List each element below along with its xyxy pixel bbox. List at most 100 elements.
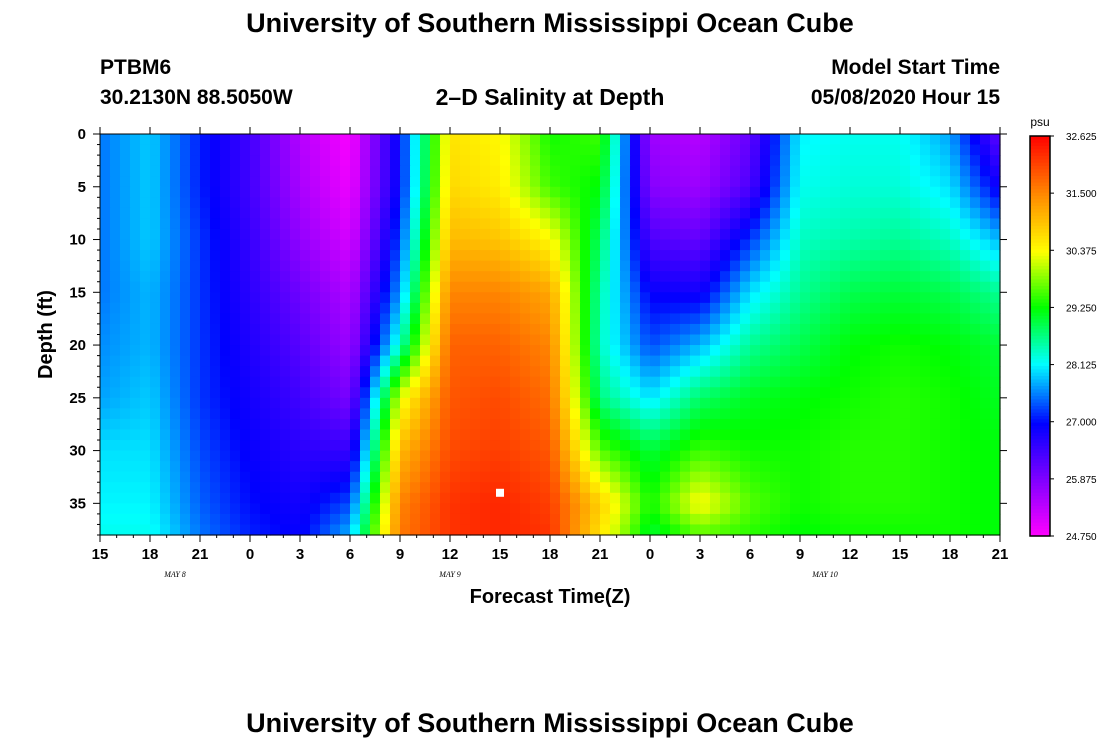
heatmap-cell	[390, 482, 401, 494]
heatmap-cell	[140, 218, 151, 230]
colorbar-segment	[1030, 229, 1050, 234]
heatmap-cell	[110, 461, 121, 473]
heatmap-cell	[540, 313, 551, 325]
heatmap-cell	[820, 323, 831, 336]
heatmap-cell	[330, 218, 341, 230]
heatmap-cell	[560, 461, 571, 473]
heatmap-cell	[810, 292, 821, 304]
heatmap-cell	[360, 524, 371, 536]
heatmap-cell	[660, 376, 671, 388]
heatmap-cell	[490, 492, 501, 504]
heatmap-cell	[760, 492, 771, 504]
heatmap-cell	[460, 207, 471, 220]
heatmap-cell	[340, 207, 351, 220]
heatmap-cell	[270, 260, 281, 272]
heatmap-cell	[360, 165, 371, 177]
heatmap-cell	[870, 323, 881, 336]
heatmap-cell	[570, 355, 581, 367]
heatmap-cell	[480, 429, 491, 441]
heatmap-cell	[100, 471, 111, 483]
heatmap-cell	[120, 134, 131, 146]
colorbar-segment	[1030, 422, 1050, 427]
heatmap-cell	[680, 397, 691, 409]
heatmap-cell	[480, 513, 491, 526]
heatmap-cell	[310, 450, 321, 462]
heatmap-cell	[800, 155, 811, 167]
heatmap-cell	[310, 418, 321, 431]
heatmap-cell	[880, 144, 891, 156]
heatmap-cell	[810, 355, 821, 367]
heatmap-cell	[820, 218, 831, 230]
heatmap-cell	[830, 260, 841, 272]
heatmap-cell	[830, 524, 841, 536]
heatmap-cell	[630, 218, 641, 230]
heatmap-cell	[450, 471, 461, 483]
heatmap-cell	[310, 376, 321, 388]
heatmap-cell	[650, 492, 661, 504]
heatmap-cell	[640, 450, 651, 462]
heatmap-cell	[990, 334, 1001, 346]
heatmap-cell	[650, 176, 661, 188]
heatmap-cell	[530, 334, 541, 346]
heatmap-cell	[740, 345, 751, 357]
heatmap-cell	[260, 186, 271, 198]
heatmap-cell	[500, 250, 511, 262]
heatmap-cell	[730, 176, 741, 188]
heatmap-cell	[700, 218, 711, 230]
heatmap-cell	[320, 440, 331, 452]
heatmap-cell	[820, 197, 831, 209]
heatmap-cell	[980, 218, 991, 230]
heatmap-cell	[130, 176, 141, 188]
x-tick-label: 18	[942, 546, 959, 563]
heatmap-cell	[390, 134, 401, 146]
heatmap-cell	[270, 218, 281, 230]
heatmap-cell	[670, 429, 681, 441]
heatmap-cell	[890, 418, 901, 431]
heatmap-cell	[920, 134, 931, 146]
heatmap-cell	[950, 503, 961, 515]
heatmap-cell	[690, 408, 701, 420]
heatmap-cell	[800, 334, 811, 346]
heatmap-cell	[510, 461, 521, 473]
heatmap-cell	[550, 418, 561, 431]
heatmap-cell	[100, 228, 111, 241]
heatmap-cell	[290, 260, 301, 272]
heatmap-cell	[760, 429, 771, 441]
heatmap-cell	[720, 355, 731, 367]
heatmap-cell	[750, 155, 761, 167]
heatmap-cell	[250, 165, 261, 177]
heatmap-cell	[900, 461, 911, 473]
heatmap-cell	[900, 492, 911, 504]
heatmap-cell	[450, 461, 461, 473]
heatmap-cell	[400, 524, 411, 536]
heatmap-cell	[860, 440, 871, 452]
heatmap-cell	[170, 197, 181, 209]
heatmap-cell	[940, 471, 951, 483]
heatmap-cell	[220, 218, 231, 230]
heatmap-cell	[750, 165, 761, 177]
heatmap-cell	[260, 366, 271, 378]
heatmap-cell	[340, 376, 351, 388]
heatmap-cell	[670, 134, 681, 146]
heatmap-cell	[780, 292, 791, 304]
heatmap-cell	[750, 186, 761, 198]
heatmap-cell	[870, 397, 881, 409]
heatmap-cell	[570, 376, 581, 388]
heatmap-cell	[410, 355, 421, 367]
heatmap-cell	[800, 482, 811, 494]
heatmap-cell	[540, 134, 551, 146]
heatmap-cell	[500, 355, 511, 367]
heatmap-cell	[840, 292, 851, 304]
heatmap-cell	[860, 450, 871, 462]
heatmap-cell	[260, 197, 271, 209]
heatmap-cell	[220, 302, 231, 314]
heatmap-cell	[950, 271, 961, 283]
heatmap-cell	[510, 513, 521, 526]
heatmap-cell	[520, 302, 531, 314]
heatmap-cell	[880, 492, 891, 504]
heatmap-cell	[970, 302, 981, 314]
heatmap-cell	[510, 376, 521, 388]
heatmap-cell	[220, 271, 231, 283]
heatmap-cell	[170, 207, 181, 220]
heatmap-cell	[110, 218, 121, 230]
